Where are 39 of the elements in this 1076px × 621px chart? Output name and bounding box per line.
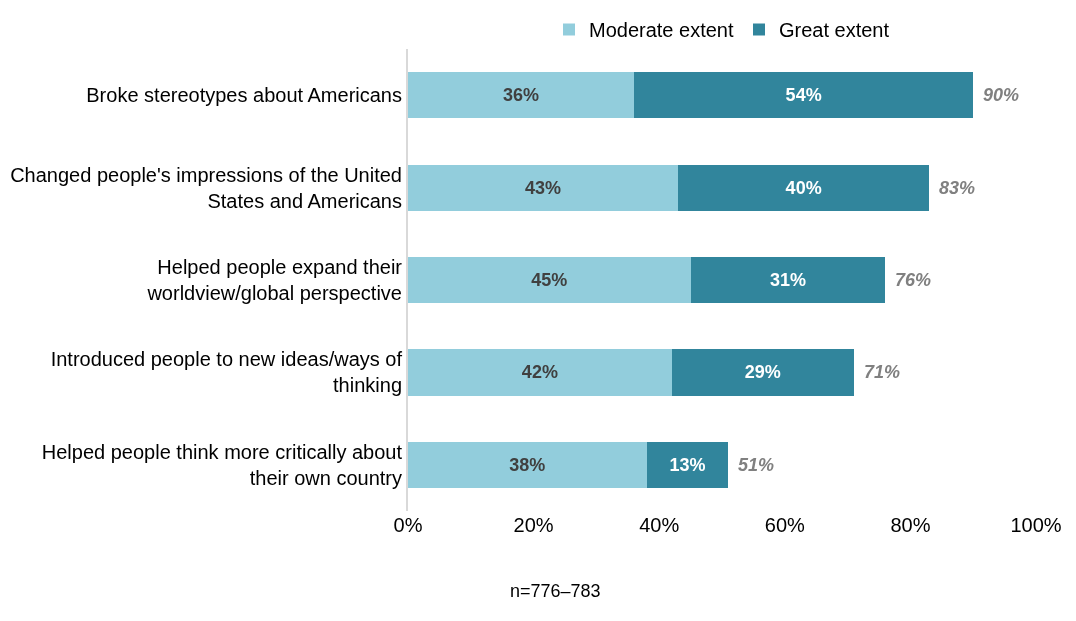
total-label: 90% <box>983 85 1020 105</box>
y-tick-label: Broke stereotypes about Americans <box>86 84 402 107</box>
y-tick-label: Helped people think more critically about their own country <box>41 440 403 489</box>
legend-label: Moderate extent <box>589 19 734 42</box>
x-tick-label: 80% <box>890 514 931 536</box>
total-label: 76% <box>895 270 932 290</box>
bar <box>646 441 729 488</box>
bar <box>408 349 672 396</box>
total-label: 51% <box>738 455 775 475</box>
x-tick-label: 0% <box>393 514 423 536</box>
bar <box>690 256 886 304</box>
legend-label: Great extent <box>778 19 890 42</box>
bar <box>671 349 854 396</box>
total-label: 71% <box>864 362 901 382</box>
bar <box>408 164 679 211</box>
total-label: 83% <box>939 178 976 198</box>
bar <box>408 441 647 488</box>
data-label: 42% <box>521 362 558 383</box>
data-label: 13% <box>669 454 706 475</box>
y-tick-label: Introduced people to new ideas/ways of thinking <box>50 348 403 397</box>
x-tick-label: 40% <box>639 514 680 536</box>
text: n=776–783 <box>510 581 601 601</box>
bar <box>408 72 635 119</box>
y-tick-label: Helped people expand their worldview/global perspective <box>146 256 403 304</box>
data-label: 29% <box>744 362 781 383</box>
data-label: 31% <box>769 270 806 290</box>
data-label: 45% <box>531 270 568 290</box>
bar <box>634 72 974 119</box>
data-label: 54% <box>785 85 822 106</box>
x-tick-label: 60% <box>764 514 806 536</box>
data-label: 40% <box>785 177 822 198</box>
x-tick-label: 100% <box>1010 514 1062 536</box>
bar <box>678 164 930 211</box>
data-label: 38% <box>509 454 546 475</box>
data-label: 36% <box>503 85 540 106</box>
x-tick-label: 20% <box>513 514 554 536</box>
y-tick-label: Changed people's impressions of the United States and Americans <box>10 163 402 212</box>
data-label: 43% <box>525 177 562 198</box>
bar <box>408 256 691 304</box>
